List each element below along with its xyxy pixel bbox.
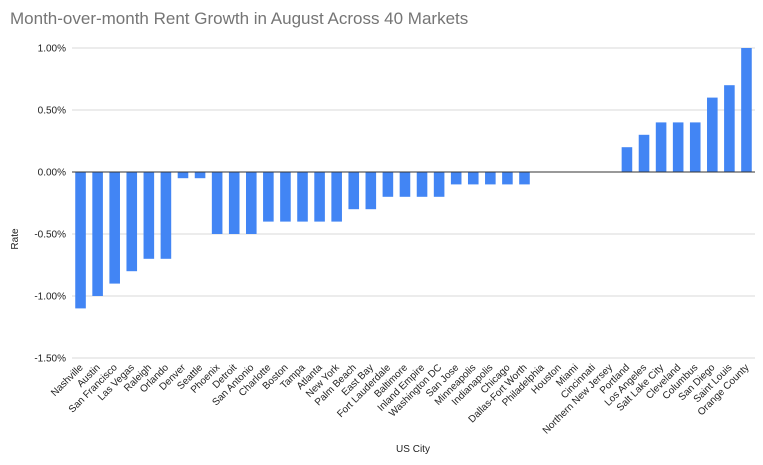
y-tick-label: -0.50% bbox=[34, 230, 66, 241]
bar bbox=[263, 172, 274, 222]
x-axis-title: US City bbox=[396, 444, 430, 455]
bar bbox=[707, 97, 718, 172]
bar bbox=[92, 172, 103, 296]
bar bbox=[416, 172, 428, 197]
bars bbox=[75, 48, 752, 309]
bar bbox=[382, 172, 394, 197]
bar bbox=[348, 172, 360, 210]
bar bbox=[194, 172, 206, 179]
y-tick-label: 0.00% bbox=[38, 168, 66, 179]
chart-title: Month-over-month Rent Growth in August A… bbox=[10, 9, 468, 28]
bar bbox=[519, 172, 530, 185]
bar bbox=[126, 172, 138, 272]
bar bbox=[297, 172, 308, 222]
bar bbox=[621, 147, 633, 172]
bar bbox=[485, 172, 496, 185]
bar bbox=[143, 172, 155, 259]
bar bbox=[502, 172, 513, 185]
bar bbox=[228, 172, 240, 234]
bar bbox=[433, 172, 445, 197]
bar bbox=[399, 172, 411, 197]
bar bbox=[314, 172, 325, 222]
bar bbox=[689, 122, 701, 172]
bar bbox=[467, 172, 479, 185]
bar bbox=[331, 172, 342, 222]
bar bbox=[655, 122, 667, 172]
bar bbox=[672, 122, 684, 172]
bar bbox=[741, 48, 752, 172]
bar bbox=[450, 172, 462, 185]
bar bbox=[638, 134, 650, 172]
bar bbox=[245, 172, 257, 234]
bar bbox=[109, 172, 120, 284]
bar bbox=[365, 172, 377, 210]
y-axis-ticks: 1.00% 0.50% 0.00% -0.50% -1.00% -1.50% bbox=[34, 44, 66, 365]
bar bbox=[177, 172, 189, 179]
gridlines bbox=[72, 47, 755, 359]
bar bbox=[211, 172, 223, 234]
bar bbox=[724, 85, 735, 172]
y-tick-label: 0.50% bbox=[38, 106, 66, 117]
bar bbox=[160, 172, 172, 259]
y-axis-title: Rate bbox=[10, 228, 21, 250]
y-tick-label: 1.00% bbox=[38, 44, 66, 55]
bar bbox=[280, 172, 291, 222]
bar bbox=[75, 172, 86, 309]
y-tick-label: -1.50% bbox=[34, 354, 66, 365]
y-tick-label: -1.00% bbox=[34, 292, 66, 303]
